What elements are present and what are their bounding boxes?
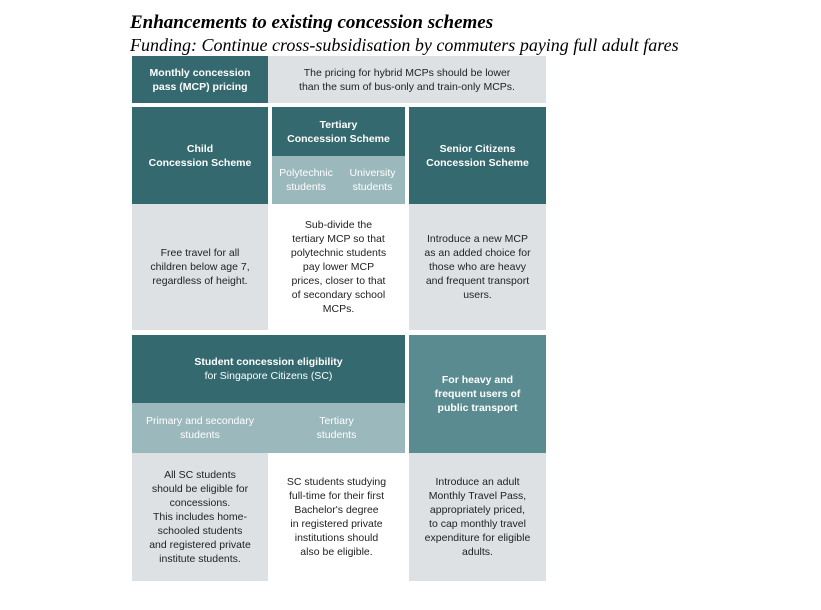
student-eligibility-header: Student concession eligibility for Singa… (132, 335, 405, 403)
tertiary-eligibility-text: SC students studying full-time for their… (268, 453, 405, 581)
page-subtitle: Funding: Continue cross-subsidisation by… (130, 35, 679, 55)
tertiary-scheme-header: Tertiary Concession Scheme (272, 107, 405, 156)
mcp-pricing-header: Monthly concession pass (MCP) pricing (132, 56, 268, 103)
university-students-label: University students (340, 156, 405, 204)
child-scheme-header: Child Concession Scheme (132, 107, 268, 204)
polytechnic-students-label: Polytechnic students (272, 156, 340, 204)
student-eligibility-title: Student concession eligibility (194, 356, 343, 368)
primary-secondary-students-label: Primary and secondary students (132, 403, 268, 453)
page-title: Enhancements to existing concession sche… (130, 12, 494, 33)
child-scheme-text: Free travel for all children below age 7… (132, 204, 268, 330)
heavy-users-header: For heavy and frequent users of public t… (409, 335, 546, 453)
primary-secondary-eligibility-text: All SC students should be eligible for c… (132, 453, 268, 581)
senior-scheme-text: Introduce a new MCP as an added choice f… (409, 204, 546, 330)
heavy-users-text: Introduce an adult Monthly Travel Pass, … (409, 453, 546, 581)
tertiary-students-label: Tertiary students (268, 403, 405, 453)
student-eligibility-subtitle: for Singapore Citizens (SC) (204, 370, 333, 382)
mcp-pricing-text: The pricing for hybrid MCPs should be lo… (268, 56, 546, 103)
tertiary-scheme-text: Sub-divide the tertiary MCP so that poly… (272, 204, 405, 330)
senior-scheme-header: Senior Citizens Concession Scheme (409, 107, 546, 204)
